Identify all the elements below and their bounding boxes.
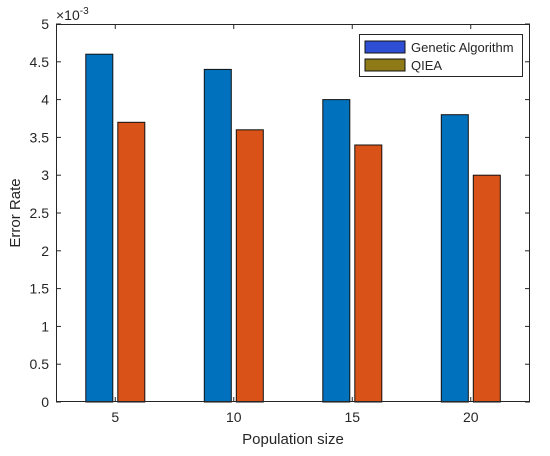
x-axis-ticks: 5 10 15 20 [111, 24, 479, 425]
y-tick-label: 3.5 [30, 129, 50, 145]
bar-qiea-20 [472, 174, 501, 403]
legend-label-qiea: QIEA [411, 58, 442, 73]
y-tick-label: 4.5 [30, 54, 50, 70]
bar-genetic-algorithm-20 [440, 114, 469, 403]
bar-qiea-5 [117, 121, 146, 403]
y-tick-label: 4 [41, 92, 49, 108]
bar-qiea-15 [354, 144, 383, 403]
legend-label-genetic-algorithm: Genetic Algorithm [411, 40, 514, 55]
bars-layer [85, 53, 501, 403]
y-tick-label: 0.5 [30, 356, 50, 372]
x-tick-label: 20 [463, 409, 479, 425]
y-tick-label: 1.5 [30, 281, 50, 297]
y-axis-title: Error Rate [7, 178, 24, 247]
legend: Genetic Algorithm QIEA [359, 34, 523, 77]
y-tick-label: 2.5 [30, 205, 50, 221]
x-axis-title: Population size [242, 431, 344, 448]
legend-swatch-qiea [364, 58, 406, 72]
y-tick-label: 5 [41, 16, 49, 32]
x-tick-label: 5 [111, 409, 119, 425]
plot-box [56, 24, 530, 402]
bar-genetic-algorithm-10 [203, 68, 232, 403]
x-tick-label: 15 [344, 409, 360, 425]
bar-qiea-10 [235, 129, 264, 403]
y-tick-label: 2 [41, 243, 49, 259]
y-axis-exponent: ×10-3 [56, 6, 89, 23]
bar-genetic-algorithm-15 [322, 99, 351, 403]
x-tick-label: 10 [226, 409, 242, 425]
bar-genetic-algorithm-5 [85, 53, 114, 403]
legend-swatch-genetic-algorithm [364, 40, 406, 54]
y-axis-ticks: 0 0.5 1 1.5 2 2.5 3 3.5 4 4.5 5 [30, 16, 530, 410]
y-tick-label: 0 [41, 394, 49, 410]
y-tick-label: 1 [41, 318, 49, 334]
y-tick-label: 3 [41, 167, 49, 183]
